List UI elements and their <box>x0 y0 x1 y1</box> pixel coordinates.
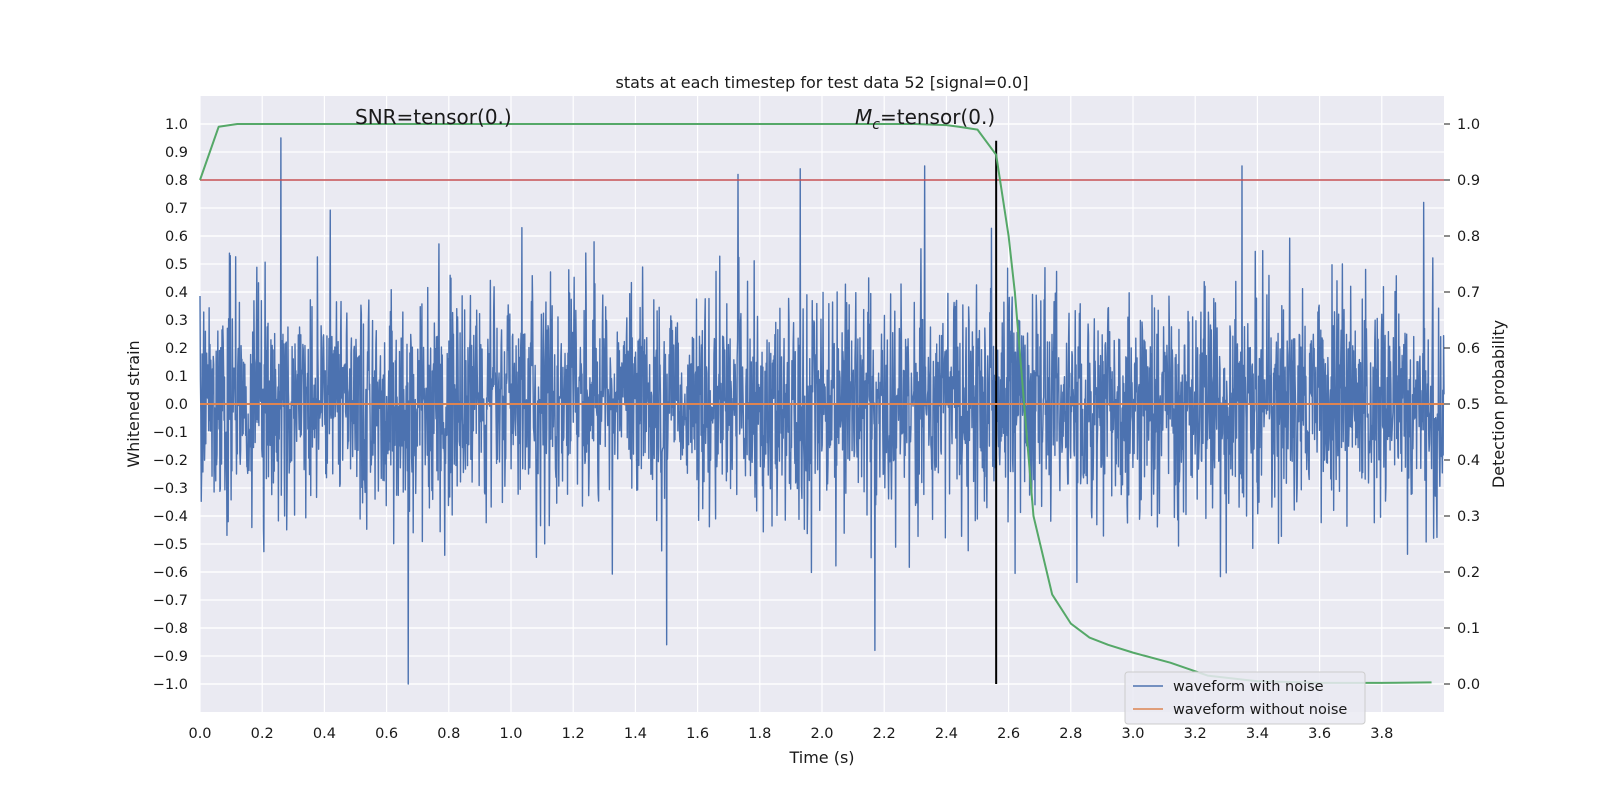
y-tick-10: 0.0 <box>165 397 188 413</box>
x-tick-2: 0.4 <box>313 726 336 742</box>
waveform-with-noise-line <box>199 137 1445 685</box>
y2-tick-6: 0.4 <box>1457 453 1480 469</box>
detection-probability-line <box>199 123 1432 684</box>
y-tick-1: 0.9 <box>165 145 188 161</box>
mc-annotation: Mc=tensor(0.) <box>855 105 995 133</box>
y-tick-8: 0.2 <box>165 341 188 357</box>
y2-tick-8: 0.2 <box>1457 565 1480 581</box>
y-tick-18: −0.8 <box>153 621 188 637</box>
y-tick-7: 0.3 <box>165 313 188 329</box>
y-tick-19: −0.9 <box>153 649 188 665</box>
y2-tick-3: 0.7 <box>1457 285 1480 301</box>
y-tick-labels: 1.0 0.9 0.8 0.7 0.6 0.5 0.4 0.3 0.2 0.1 0.0 −0.1 −0.… <box>153 117 188 693</box>
y2-tick-4: 0.6 <box>1457 341 1480 357</box>
x-tick-18: 3.6 <box>1308 726 1331 742</box>
y-tick-17: −0.7 <box>153 593 188 609</box>
y-tick-16: −0.6 <box>153 565 188 581</box>
x-tick-14: 2.8 <box>1059 726 1082 742</box>
y-tick-6: 0.4 <box>165 285 188 301</box>
y-tick-20: −1.0 <box>153 677 188 693</box>
chart-title: stats at each timestep for test data 52 … <box>616 73 1029 92</box>
x-tick-16: 3.2 <box>1184 726 1207 742</box>
x-tick-13: 2.6 <box>997 726 1020 742</box>
x-tick-4: 0.8 <box>437 726 460 742</box>
x-tick-0: 0.0 <box>188 726 211 742</box>
x-tick-3: 0.6 <box>375 726 398 742</box>
legend: waveform with noise waveform without noi… <box>1124 671 1366 725</box>
y-tick-3: 0.7 <box>165 201 188 217</box>
x-tick-12: 2.4 <box>935 726 958 742</box>
x-axis-label: Time (s) <box>788 748 854 767</box>
x-tick-1: 0.2 <box>251 726 274 742</box>
y-tick-9: 0.1 <box>165 369 188 385</box>
y2-tick-2: 0.8 <box>1457 229 1480 245</box>
x-tick-5: 1.0 <box>499 726 522 742</box>
x-tick-15: 3.0 <box>1121 726 1144 742</box>
legend-box <box>1124 671 1366 725</box>
x-tick-9: 1.8 <box>748 726 771 742</box>
x-tick-7: 1.4 <box>624 726 647 742</box>
x-tick-8: 1.6 <box>686 726 709 742</box>
x-tick-10: 2.0 <box>810 726 833 742</box>
y-axis-label: Whitened strain <box>124 340 143 467</box>
y-tick-2: 0.8 <box>165 173 188 189</box>
y-tick-4: 0.6 <box>165 229 188 245</box>
y-tick-0: 1.0 <box>165 117 188 133</box>
y-tick-13: −0.3 <box>153 481 188 497</box>
y2-tick-5: 0.5 <box>1457 397 1480 413</box>
series-detection-probability <box>199 123 1432 684</box>
y2-tick-labels: 1.0 0.9 0.8 0.7 0.6 0.5 0.4 0.3 0.2 0.1 0.0 <box>1444 117 1480 693</box>
y-tick-5: 0.5 <box>165 257 188 273</box>
y2-tick-1: 0.9 <box>1457 173 1480 189</box>
y2-tick-0: 1.0 <box>1457 117 1480 133</box>
x-tick-17: 3.4 <box>1246 726 1269 742</box>
y2-tick-9: 0.1 <box>1457 621 1480 637</box>
series-waveform-with-noise <box>199 137 1445 685</box>
x-tick-labels: 0.0 0.2 0.4 0.6 0.8 1.0 1.2 1.4 1.6 1.8 2.0 2.2 2.4 2… <box>188 726 1393 742</box>
y-tick-11: −0.1 <box>153 425 188 441</box>
y-tick-15: −0.5 <box>153 537 188 553</box>
mc-subscript: c <box>872 117 880 133</box>
legend-label-with-noise: waveform with noise <box>1173 679 1324 695</box>
snr-annotation: SNR=tensor(0.) <box>355 105 512 129</box>
y-tick-14: −0.4 <box>153 509 188 525</box>
y2-tick-7: 0.3 <box>1457 509 1480 525</box>
y2-tick-10: 0.0 <box>1457 677 1480 693</box>
y-tick-12: −0.2 <box>153 453 188 469</box>
reference-lines <box>200 140 1444 684</box>
x-tick-19: 3.8 <box>1370 726 1393 742</box>
x-tick-11: 2.2 <box>873 726 896 742</box>
mc-text: =tensor(0.) <box>880 105 995 129</box>
mc-symbol: M <box>855 105 872 129</box>
y2-axis-label: Detection probability <box>1489 320 1508 488</box>
legend-label-without-noise: waveform without noise <box>1173 702 1347 718</box>
x-tick-6: 1.2 <box>562 726 585 742</box>
